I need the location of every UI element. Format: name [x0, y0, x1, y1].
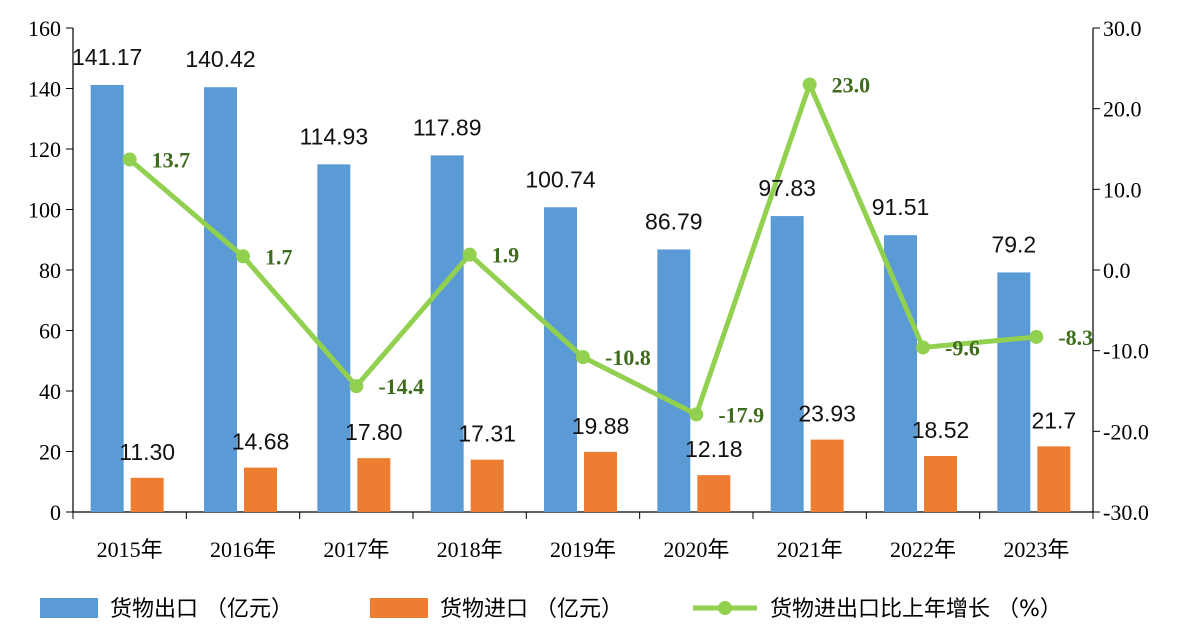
data-label-import: 12.18	[685, 436, 743, 462]
data-label-growth: 13.7	[152, 147, 191, 172]
bar-export	[884, 235, 917, 512]
axes: 0 20 40 60 80 100 120 140 160 -30.0 -20.0 -10.0 0.0 1…	[28, 16, 1149, 562]
bar-import	[470, 459, 504, 512]
y-left-tick-label: 120	[28, 137, 61, 162]
bar-import	[357, 458, 391, 512]
data-label-export: 141.17	[72, 44, 142, 70]
growth-point	[349, 379, 364, 394]
data-label-import: 23.93	[798, 401, 856, 427]
data-label-export: 114.93	[300, 123, 369, 149]
y-left-tick-label: 60	[39, 319, 61, 344]
data-label-export: 86.79	[645, 208, 703, 234]
x-tick-label: 2016年	[210, 537, 276, 562]
growth-point	[236, 249, 250, 264]
legend-swatch-export	[40, 598, 98, 618]
bars	[90, 84, 1071, 513]
y-left-tick-label: 80	[39, 258, 61, 283]
growth-line-layer	[122, 77, 1044, 422]
y-right-tick-label: 0.0	[1103, 258, 1131, 283]
growth-point	[689, 407, 704, 422]
bar-import	[584, 451, 617, 512]
x-tick-label: 2023年	[1003, 537, 1069, 562]
y-right-tick-label: -20.0	[1103, 419, 1149, 444]
data-label-growth: -8.3	[1058, 325, 1093, 350]
legend: 货物出口 （亿元） 货物进口 （亿元） 货物进出口比上年增长 （%）	[40, 597, 1062, 622]
legend-label-growth: 货物进出口比上年增长 （%）	[770, 597, 1062, 622]
bar-export	[544, 207, 577, 512]
bar-import	[1037, 446, 1071, 512]
growth-point	[462, 247, 477, 262]
data-label-export: 117.89	[413, 114, 482, 140]
x-tick-label: 2017年	[323, 537, 389, 562]
bar-import	[697, 475, 731, 512]
bar-import	[130, 477, 164, 512]
growth-point	[576, 350, 590, 365]
bar-import	[810, 439, 844, 512]
data-label-import: 11.30	[119, 439, 175, 465]
bar-export	[657, 249, 691, 512]
bar-export	[204, 87, 237, 513]
data-label-import: 17.80	[345, 419, 403, 445]
y-right-tick-label: 20.0	[1103, 97, 1142, 122]
data-label-import: 18.52	[912, 417, 970, 443]
y-left-tick-label: 0	[50, 500, 61, 525]
bar-export	[430, 155, 464, 512]
data-label-growth: -14.4	[378, 374, 424, 399]
data-label-import: 19.88	[572, 413, 630, 439]
x-tick-label: 2021年	[777, 537, 843, 562]
growth-point	[1029, 329, 1044, 344]
data-label-export: 79.2	[991, 231, 1036, 257]
data-labels: 141.17 11.30 140.42 14.68 114.93 17.80 117.89 1…	[72, 44, 1093, 465]
legend-label-import: 货物进口 （亿元）	[440, 597, 623, 622]
x-tick-label: 2018年	[437, 537, 503, 562]
data-label-growth: 1.9	[492, 243, 519, 268]
data-label-growth: 1.7	[265, 244, 293, 269]
y-right-tick-label: -10.0	[1103, 339, 1149, 364]
growth-point	[802, 77, 817, 92]
bar-import	[244, 467, 277, 512]
growth-point	[916, 340, 930, 355]
y-right-tick-label: -30.0	[1103, 500, 1149, 525]
data-label-import: 21.7	[1031, 407, 1076, 433]
legend-swatch-growth-point	[718, 601, 732, 615]
y-left-tick-label: 100	[28, 198, 61, 223]
data-label-export: 140.42	[185, 46, 255, 72]
bar-export	[997, 272, 1031, 512]
y-left-tick-label: 140	[28, 77, 61, 102]
legend-swatch-import	[370, 598, 428, 618]
data-label-export: 100.74	[525, 166, 596, 192]
bar-export	[90, 84, 124, 512]
legend-label-export: 货物出口 （亿元）	[110, 597, 293, 622]
x-tick-label: 2020年	[663, 537, 729, 562]
bar-export	[770, 216, 804, 512]
data-label-growth: -17.9	[718, 402, 764, 427]
data-label-export: 97.83	[758, 175, 816, 201]
data-label-import: 17.31	[458, 421, 516, 447]
x-tick-label: 2019年	[550, 537, 616, 562]
data-label-export: 91.51	[872, 194, 930, 220]
bar-export	[317, 164, 351, 513]
bar-import	[924, 455, 957, 512]
data-label-growth: -9.6	[945, 335, 980, 360]
y-left-tick-label: 40	[39, 379, 61, 404]
y-right-tick-label: 30.0	[1103, 16, 1142, 41]
data-label-growth: 23.0	[832, 72, 871, 97]
growth-point	[122, 152, 137, 167]
y-left-tick-label: 20	[39, 440, 61, 465]
x-tick-label: 2015年	[97, 537, 163, 562]
x-tick-label: 2022年	[890, 537, 956, 562]
y-right-tick-label: 10.0	[1103, 177, 1142, 202]
data-label-growth: -10.8	[605, 345, 651, 370]
y-left-tick-label: 160	[28, 16, 61, 41]
data-label-import: 14.68	[232, 429, 290, 455]
